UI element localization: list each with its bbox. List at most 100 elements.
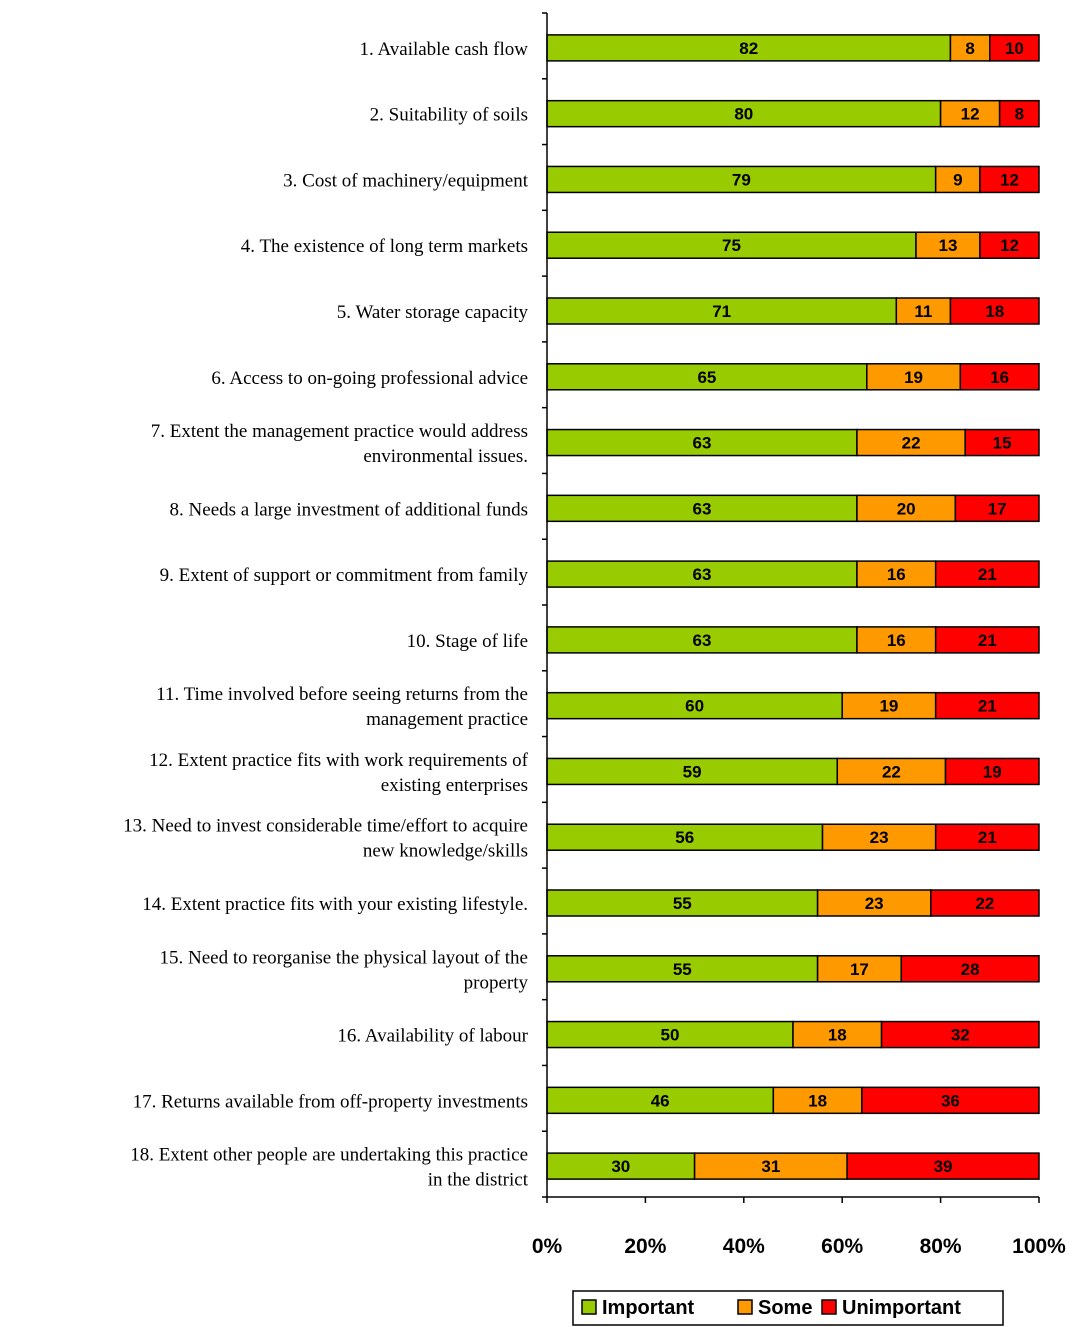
category-label: 5. Water storage capacity xyxy=(337,302,529,323)
data-label: 71 xyxy=(712,302,731,321)
category-label: 17. Returns available from off-property … xyxy=(133,1091,528,1112)
data-label: 22 xyxy=(902,434,921,453)
x-tick-label: 0% xyxy=(532,1235,563,1258)
bar-segment-unimportant xyxy=(930,889,1040,917)
legend-swatch-some xyxy=(737,1299,753,1315)
bar-segment-unimportant xyxy=(846,1152,1040,1180)
bar-row: 18. Extent other people are undertaking … xyxy=(130,1145,1040,1191)
category-label: in the district xyxy=(428,1170,529,1191)
data-label: 19 xyxy=(983,762,1002,781)
data-label: 16 xyxy=(887,565,906,584)
data-label: 19 xyxy=(879,697,898,716)
category-label: existing enterprises xyxy=(381,775,528,796)
bar-segment-important xyxy=(546,560,858,588)
bar-row: 6. Access to on-going professional advic… xyxy=(211,363,1040,391)
category-label: 2. Suitability of soils xyxy=(370,105,528,126)
data-label: 82 xyxy=(739,39,758,58)
category-label: 1. Available cash flow xyxy=(360,39,529,60)
data-label: 10 xyxy=(1005,39,1024,58)
x-tick-label: 60% xyxy=(821,1235,863,1258)
legend-swatch-unimportant xyxy=(821,1299,837,1315)
bar-segment-some xyxy=(836,757,947,786)
bar-segment-some xyxy=(856,428,966,457)
bar-row: 3. Cost of machinery/equipment 79 9 12 xyxy=(283,165,1040,194)
category-label: 13. Need to invest considerable time/eff… xyxy=(123,816,528,837)
bar-segment-important xyxy=(546,691,843,720)
bar-row: 17. Returns available from off-property … xyxy=(133,1086,1040,1115)
data-label: 31 xyxy=(761,1157,780,1176)
data-label: 63 xyxy=(693,499,712,518)
data-label: 17 xyxy=(988,499,1007,518)
legend-label: Some xyxy=(758,1297,812,1319)
data-label: 8 xyxy=(1015,105,1024,124)
category-label: new knowledge/skills xyxy=(363,841,528,862)
bar-segment-unimportant xyxy=(934,626,1040,654)
category-label: 16. Availability of labour xyxy=(337,1026,528,1047)
data-label: 21 xyxy=(978,828,997,847)
data-label: 60 xyxy=(685,697,704,716)
bar-segment-important xyxy=(546,494,858,523)
bar-segment-important xyxy=(546,297,898,325)
category-label: 18. Extent other people are undertaking … xyxy=(130,1145,528,1166)
data-label: 16 xyxy=(887,631,906,650)
category-label: environmental issues. xyxy=(363,446,528,467)
x-tick-label: 80% xyxy=(920,1235,962,1258)
bar-segment-some xyxy=(772,1086,863,1115)
bar-segment-some xyxy=(856,626,937,654)
bar-segment-unimportant xyxy=(934,691,1040,720)
bar-segment-unimportant xyxy=(954,494,1040,523)
data-label: 39 xyxy=(934,1157,953,1176)
chart-rows: 1. Available cash flow 82 8 102. Suitabilit… xyxy=(123,34,1040,1191)
bar-row: 8. Needs a large investment of additiona… xyxy=(170,494,1040,523)
data-label: 63 xyxy=(693,434,712,453)
data-label: 20 xyxy=(897,499,916,518)
data-label: 17 xyxy=(850,960,869,979)
bar-row: 5. Water storage capacity 71 11 18 xyxy=(337,297,1040,325)
data-label: 28 xyxy=(961,960,980,979)
bar-segment-some xyxy=(949,34,991,62)
legend-label: Unimportant xyxy=(842,1297,961,1319)
data-label: 30 xyxy=(611,1157,630,1176)
bar-row: 15. Need to reorganise the physical layo… xyxy=(160,947,1040,993)
data-label: 18 xyxy=(808,1091,827,1110)
data-label: 65 xyxy=(697,368,716,387)
legend-swatch-important xyxy=(581,1299,597,1315)
bar-segment-some xyxy=(866,363,962,391)
category-label: 10. Stage of life xyxy=(407,631,528,652)
bar-segment-some xyxy=(856,494,957,523)
legend: Important Some Unimportant xyxy=(572,1290,1004,1326)
data-label: 12 xyxy=(961,105,980,124)
category-label: 6. Access to on-going professional advic… xyxy=(211,368,528,389)
data-label: 12 xyxy=(1000,236,1019,255)
bar-segment-important xyxy=(546,428,858,457)
data-label: 23 xyxy=(865,894,884,913)
bar-segment-unimportant xyxy=(979,231,1040,259)
data-label: 18 xyxy=(985,302,1004,321)
data-label: 79 xyxy=(732,170,751,189)
bar-row: 12. Extent practice fits with work requi… xyxy=(149,750,1040,796)
x-tick-label: 100% xyxy=(1012,1235,1066,1258)
category-label: management practice xyxy=(366,709,528,730)
bar-segment-unimportant xyxy=(934,560,1040,588)
bar-segment-some xyxy=(821,823,937,851)
bar-segment-unimportant xyxy=(944,757,1040,786)
bar-segment-some xyxy=(934,165,981,194)
bar-segment-unimportant xyxy=(989,34,1040,62)
bar-segment-important xyxy=(546,823,824,851)
bar-segment-important xyxy=(546,757,839,786)
data-label: 32 xyxy=(951,1026,970,1045)
legend-box xyxy=(572,1290,1004,1326)
bar-segment-important xyxy=(546,165,937,194)
bar-segment-unimportant xyxy=(900,955,1040,983)
data-label: 22 xyxy=(882,762,901,781)
bar-row: 16. Availability of labour 50 18 32 xyxy=(337,1020,1040,1049)
data-label: 46 xyxy=(651,1091,670,1110)
bar-segment-unimportant xyxy=(959,363,1040,391)
data-label: 21 xyxy=(978,565,997,584)
data-label: 50 xyxy=(661,1026,680,1045)
category-label: 3. Cost of machinery/equipment xyxy=(283,170,529,191)
data-label: 75 xyxy=(722,236,741,255)
data-label: 21 xyxy=(978,697,997,716)
bar-segment-some xyxy=(816,889,932,917)
